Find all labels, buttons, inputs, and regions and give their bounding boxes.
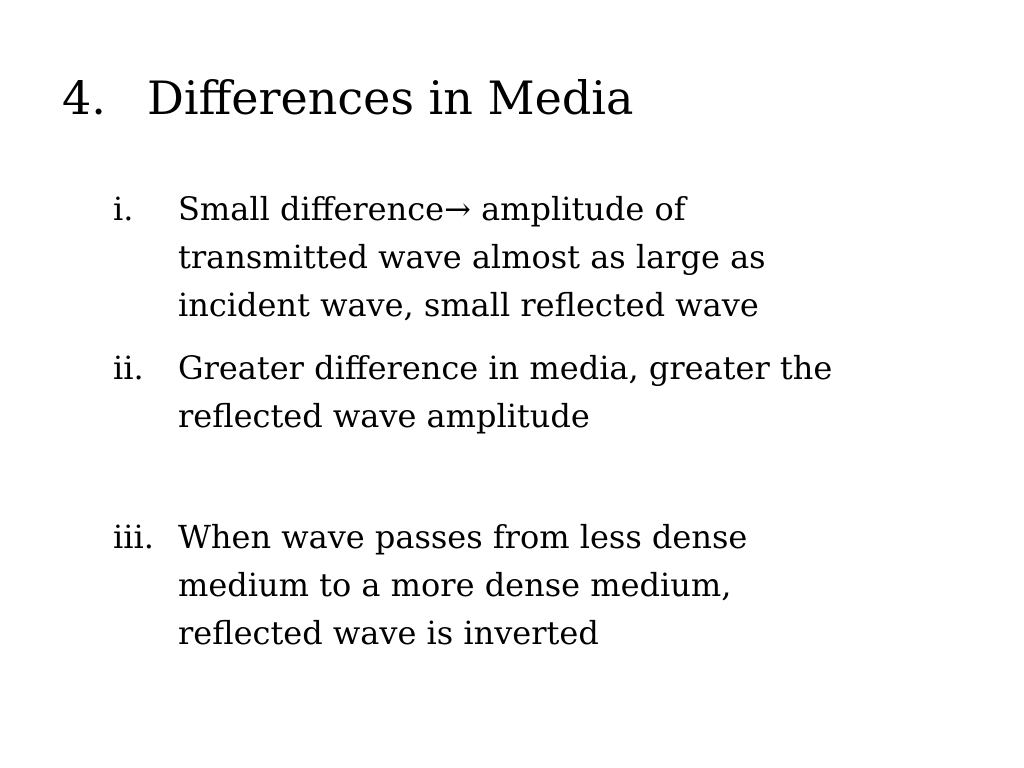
text-line: Greater difference in media, greater the <box>178 349 833 387</box>
text-line: transmitted wave almost as large as <box>178 238 766 276</box>
text-line: incident wave, small reflected wave <box>178 286 759 324</box>
text-line: reflected wave is inverted <box>178 614 599 652</box>
text-line: When wave passes from less dense <box>178 518 748 556</box>
title-text: Differences in Media <box>147 71 634 125</box>
text-line: medium to a more dense medium, <box>178 566 732 604</box>
item-marker: ii. <box>113 349 144 387</box>
item-marker: iii. <box>113 518 154 556</box>
item-text: When wave passes from less dense medium t… <box>178 513 747 657</box>
text-line: Small difference→ amplitude of <box>178 190 686 228</box>
text-line: reflected wave amplitude <box>178 397 590 435</box>
slide-title: 4. Differences in Media <box>62 66 633 130</box>
title-number: 4. <box>62 71 106 125</box>
item-text: Small difference→ amplitude of transmitte… <box>178 185 766 329</box>
item-text: Greater difference in media, greater the… <box>178 344 832 440</box>
item-marker: i. <box>113 190 134 228</box>
